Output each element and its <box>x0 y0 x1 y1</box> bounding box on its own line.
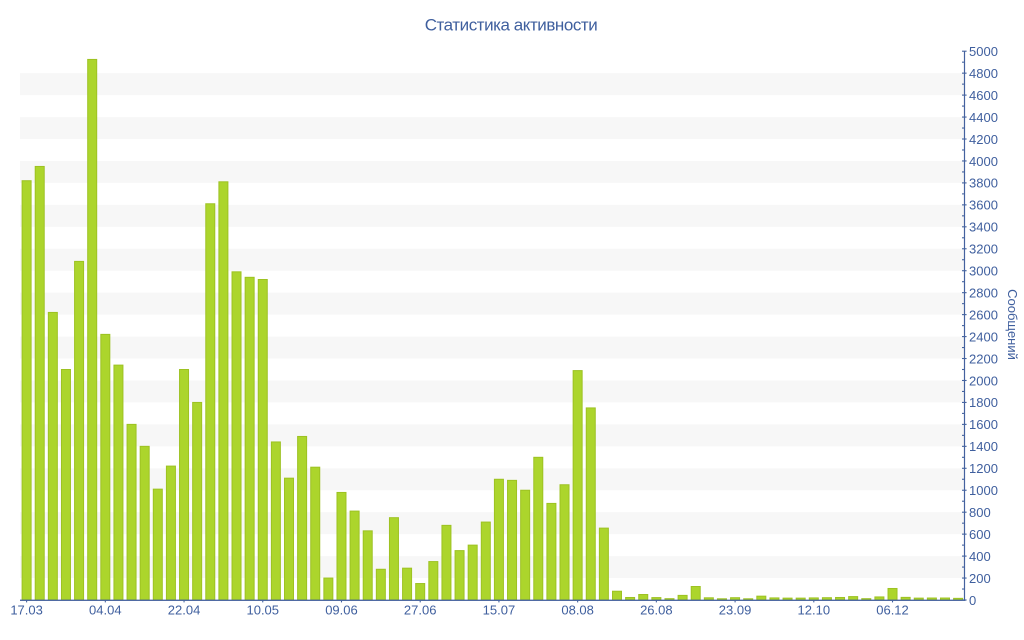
svg-text:3200: 3200 <box>969 242 998 257</box>
svg-text:23.09: 23.09 <box>719 603 752 618</box>
svg-text:4600: 4600 <box>969 88 998 103</box>
svg-text:12.10: 12.10 <box>798 603 831 618</box>
svg-text:4400: 4400 <box>969 110 998 125</box>
svg-text:4200: 4200 <box>969 132 998 147</box>
svg-text:3800: 3800 <box>969 176 998 191</box>
svg-text:22.04: 22.04 <box>168 603 201 618</box>
svg-text:2800: 2800 <box>969 285 998 300</box>
svg-text:1200: 1200 <box>969 461 998 476</box>
svg-text:Сообщений: Сообщений <box>1005 289 1020 360</box>
svg-text:3400: 3400 <box>969 220 998 235</box>
svg-text:2400: 2400 <box>969 329 998 344</box>
svg-text:1000: 1000 <box>969 483 998 498</box>
svg-text:26.08: 26.08 <box>640 603 673 618</box>
svg-text:800: 800 <box>969 505 991 520</box>
svg-text:1600: 1600 <box>969 417 998 432</box>
svg-text:06.12: 06.12 <box>876 603 909 618</box>
svg-text:09.06: 09.06 <box>325 603 358 618</box>
svg-text:400: 400 <box>969 549 991 564</box>
svg-text:1800: 1800 <box>969 395 998 410</box>
svg-text:Статистика активности: Статистика активности <box>425 16 598 35</box>
svg-text:200: 200 <box>969 571 991 586</box>
svg-text:15.07: 15.07 <box>483 603 516 618</box>
svg-text:2200: 2200 <box>969 351 998 366</box>
svg-text:0: 0 <box>969 593 976 608</box>
svg-text:2000: 2000 <box>969 373 998 388</box>
svg-text:27.06: 27.06 <box>404 603 437 618</box>
svg-text:04.04: 04.04 <box>89 603 122 618</box>
svg-text:600: 600 <box>969 527 991 542</box>
svg-text:3000: 3000 <box>969 264 998 279</box>
svg-text:08.08: 08.08 <box>561 603 594 618</box>
svg-text:3600: 3600 <box>969 198 998 213</box>
svg-text:4000: 4000 <box>969 154 998 169</box>
svg-text:17.03: 17.03 <box>10 603 43 618</box>
svg-text:5000: 5000 <box>969 44 998 59</box>
svg-text:4800: 4800 <box>969 66 998 81</box>
svg-text:1400: 1400 <box>969 439 998 454</box>
svg-text:10.05: 10.05 <box>246 603 279 618</box>
svg-text:2600: 2600 <box>969 307 998 322</box>
